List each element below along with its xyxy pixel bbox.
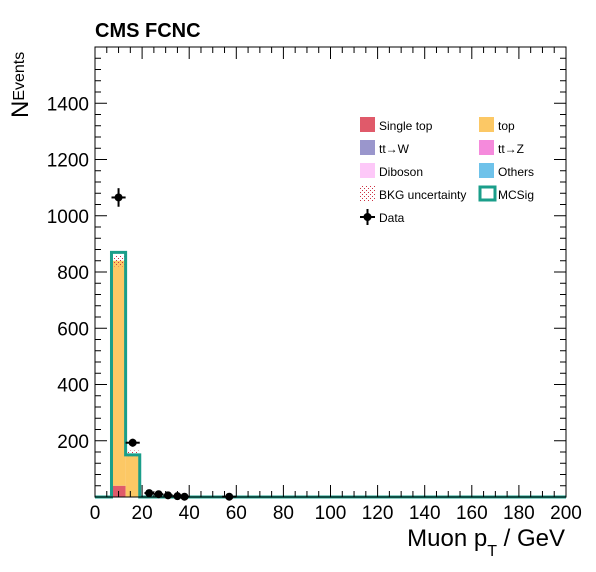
x-tick-label: 140 xyxy=(409,503,441,524)
legend-entry-3: tt→Z xyxy=(479,140,524,156)
x-axis-label-sub: T xyxy=(487,543,497,560)
x-tick-label: 160 xyxy=(456,503,488,524)
legend-entry-7: MCSig xyxy=(478,185,534,202)
y-tick-label: 800 xyxy=(57,263,89,284)
data-point-3 xyxy=(153,490,164,499)
x-tick-label: 20 xyxy=(132,503,153,524)
legend-swatch xyxy=(360,163,375,178)
data-point-2 xyxy=(144,489,154,498)
x-tick-label: 200 xyxy=(550,503,582,524)
legend-label: BKG uncertainty xyxy=(379,188,466,202)
x-tick-label: 100 xyxy=(315,503,347,524)
data-point-marker xyxy=(128,438,137,447)
legend-label: Single top xyxy=(379,119,433,133)
x-tick-label: 120 xyxy=(362,503,394,524)
x-tick-label: 180 xyxy=(503,503,535,524)
legend-label: tt→W xyxy=(379,142,410,156)
legend-label: Data xyxy=(379,211,405,225)
x-tick-label: 60 xyxy=(226,503,247,524)
legend-entry-6: BKG uncertainty xyxy=(360,186,466,202)
legend-swatch xyxy=(360,140,375,155)
data-point-marker xyxy=(145,489,154,498)
legend-label: MCSig xyxy=(498,188,534,202)
legend-entry-0: Single top xyxy=(360,117,433,133)
y-axis-label-main: N xyxy=(7,101,34,118)
x-tick-label: 40 xyxy=(179,503,200,524)
stack-bar-1-1 xyxy=(125,454,140,497)
y-tick-label: 200 xyxy=(57,432,89,453)
legend-label: tt→Z xyxy=(498,142,524,156)
y-axis-label-sub: Events xyxy=(11,52,28,101)
legend: Single top top tt→W tt→Z Diboson Others BKG un… xyxy=(360,117,534,225)
legend-swatch xyxy=(360,117,375,132)
x-axis-label-unit: / GeV xyxy=(497,525,565,552)
signal-histogram-line xyxy=(95,250,566,499)
y-axis-label: NEvents xyxy=(7,52,34,118)
data-point-0 xyxy=(111,188,126,207)
legend-entry-5: Others xyxy=(479,163,534,179)
y-tick-label: 1200 xyxy=(47,151,89,172)
legend-entry-1: top xyxy=(479,117,515,133)
legend-swatch xyxy=(479,117,494,132)
legend-label: Diboson xyxy=(379,165,423,179)
y-tick-label: 1400 xyxy=(47,94,89,115)
data-point-1 xyxy=(125,438,140,447)
bkg-uncertainty-band-0 xyxy=(111,255,126,267)
data-point-marker xyxy=(154,490,163,499)
plot-frame xyxy=(94,46,567,498)
y-tick-label: 1000 xyxy=(47,207,89,228)
x-axis-label: Muon pT / GeV xyxy=(407,525,565,560)
data-point-marker xyxy=(114,193,123,202)
legend-swatch-hatch xyxy=(360,186,375,201)
axes: 0 20 40 60 80 100 120 140 160 180 200 200 400 600 800 1… xyxy=(47,46,582,524)
legend-entry-8: Data xyxy=(360,209,405,225)
legend-swatch xyxy=(479,163,494,178)
x-tick-label: 80 xyxy=(273,503,294,524)
plot-area xyxy=(95,188,566,501)
y-tick-label: 400 xyxy=(57,376,89,397)
legend-marker-dot xyxy=(363,213,372,221)
legend-entry-2: tt→W xyxy=(360,140,410,156)
legend-label: Others xyxy=(498,165,534,179)
legend-swatch-line xyxy=(478,185,497,202)
chart-title: CMS FCNC xyxy=(95,20,201,42)
legend-entry-4: Diboson xyxy=(360,163,423,179)
x-tick-label: 0 xyxy=(90,503,101,524)
legend-label: top xyxy=(498,119,515,133)
y-tick-label: 600 xyxy=(57,319,89,340)
legend-swatch xyxy=(479,140,494,155)
x-axis-label-main: Muon p xyxy=(407,525,487,552)
stack-bar-1-0 xyxy=(111,260,126,486)
